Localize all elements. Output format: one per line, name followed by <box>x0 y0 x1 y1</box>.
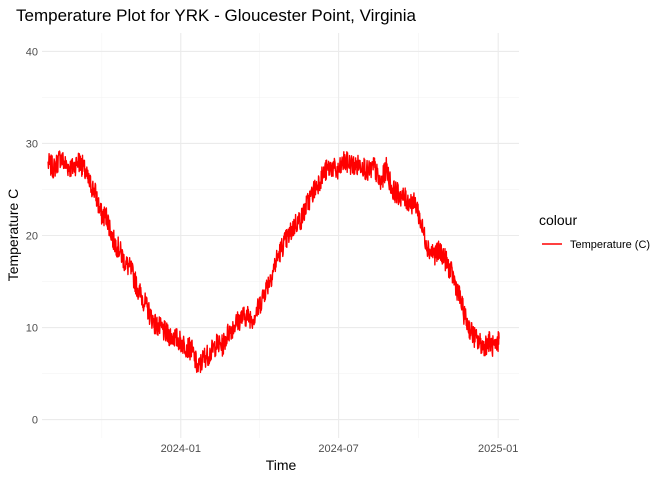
y-tick-label: 10 <box>26 323 38 335</box>
y-tick-label: 0 <box>32 415 38 427</box>
series-line-temperature <box>47 150 500 374</box>
chart-title: Temperature Plot for YRK - Gloucester Po… <box>16 6 417 25</box>
y-tick-label: 40 <box>26 46 38 58</box>
x-tick-label: 2024-01 <box>161 443 201 455</box>
major-gridlines-y <box>42 50 519 421</box>
legend-title: colour <box>539 212 577 228</box>
y-tick-label: 20 <box>26 231 38 243</box>
legend: colour Temperature (C) <box>539 212 650 251</box>
major-gridlines-x <box>180 33 499 438</box>
x-axis-tick-labels: 2024-01 2024-07 2025-01 <box>161 443 519 455</box>
y-axis-title: Temperature C <box>5 189 21 282</box>
legend-label-temperature: Temperature (C) <box>570 239 650 251</box>
x-axis-title: Time <box>266 457 297 473</box>
y-tick-label: 30 <box>26 138 38 150</box>
y-axis-tick-labels: 0 10 20 30 40 <box>26 46 38 426</box>
x-tick-label: 2025-01 <box>478 443 518 455</box>
minor-gridlines-y <box>42 97 519 374</box>
x-tick-label: 2024-07 <box>318 443 358 455</box>
